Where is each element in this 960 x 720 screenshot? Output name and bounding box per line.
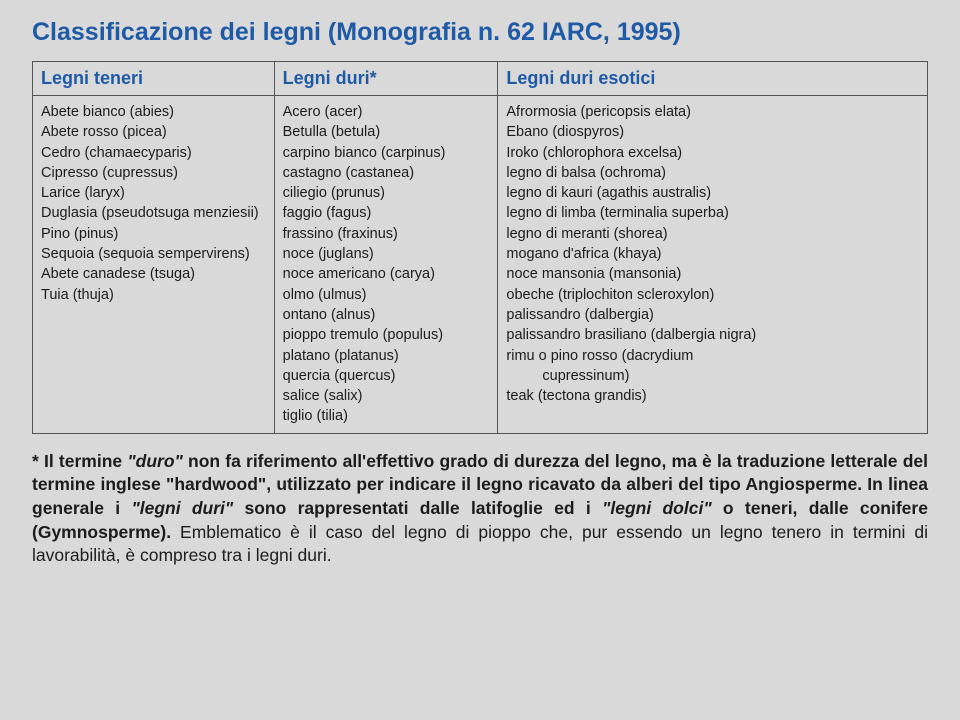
list-item: faggio (fagus): [283, 203, 490, 223]
list-item: legno di kauri (agathis australis): [506, 183, 919, 203]
list-item: Cipresso (cupressus): [41, 163, 266, 183]
list-item: legno di balsa (ochroma): [506, 163, 919, 183]
list-item: ontano (alnus): [283, 305, 490, 325]
list-item: Cedro (chamaecyparis): [41, 143, 266, 163]
footnote-text: * Il termine: [32, 451, 127, 471]
list-item: Afrormosia (pericopsis elata): [506, 102, 919, 122]
page-title: Classificazione dei legni (Monografia n.…: [32, 18, 928, 47]
cell-exotic-woods: Afrormosia (pericopsis elata)Ebano (dios…: [498, 96, 928, 434]
list-item: olmo (ulmus): [283, 285, 490, 305]
list-item: palissandro (dalbergia): [506, 305, 919, 325]
footnote-text: sono rappresentati dalle latifoglie ed i: [233, 498, 602, 518]
list-item: teak (tectona grandis): [506, 386, 919, 406]
list-item: ciliegio (prunus): [283, 183, 490, 203]
list-item: Larice (laryx): [41, 183, 266, 203]
list-item: Acero (acer): [283, 102, 490, 122]
cell-soft-woods: Abete bianco (abies)Abete rosso (picea)C…: [33, 96, 275, 434]
header-col1: Legni teneri: [33, 62, 275, 96]
list-item: rimu o pino rosso (dacrydium: [506, 346, 919, 366]
list-item: castagno (castanea): [283, 163, 490, 183]
list-item: palissandro brasiliano (dalbergia nigra): [506, 325, 919, 345]
list-item: noce americano (carya): [283, 264, 490, 284]
list-item: pioppo tremulo (populus): [283, 325, 490, 345]
list-item: Abete canadese (tsuga): [41, 264, 266, 284]
list-item: quercia (quercus): [283, 366, 490, 386]
list-item: Iroko (chlorophora excelsa): [506, 143, 919, 163]
list-item: tiglio (tilia): [283, 406, 490, 426]
footnote-text: "duro": [127, 451, 182, 471]
list-item: Sequoia (sequoia sempervirens): [41, 244, 266, 264]
list-item: Pino (pinus): [41, 224, 266, 244]
list-item: Betulla (betula): [283, 122, 490, 142]
footnote-text: "legni dolci": [602, 498, 712, 518]
footnote: * Il termine "duro" non fa riferimento a…: [32, 450, 928, 568]
list-item: Tuia (thuja): [41, 285, 266, 305]
cell-hard-woods: Acero (acer)Betulla (betula)carpino bian…: [274, 96, 498, 434]
header-col3: Legni duri esotici: [498, 62, 928, 96]
header-col2: Legni duri*: [274, 62, 498, 96]
classification-table: Legni teneri Legni duri* Legni duri esot…: [32, 61, 928, 434]
list-item: legno di meranti (shorea): [506, 224, 919, 244]
list-item: mogano d'africa (khaya): [506, 244, 919, 264]
list-item: Abete bianco (abies): [41, 102, 266, 122]
list-item: noce mansonia (mansonia): [506, 264, 919, 284]
list-item: salice (salix): [283, 386, 490, 406]
list-item: obeche (triplochiton scleroxylon): [506, 285, 919, 305]
list-item: frassino (fraxinus): [283, 224, 490, 244]
list-item: Abete rosso (picea): [41, 122, 266, 142]
list-item: noce (juglans): [283, 244, 490, 264]
table-header-row: Legni teneri Legni duri* Legni duri esot…: [33, 62, 928, 96]
table-row: Abete bianco (abies)Abete rosso (picea)C…: [33, 96, 928, 434]
list-item: platano (platanus): [283, 346, 490, 366]
list-item: legno di limba (terminalia superba): [506, 203, 919, 223]
footnote-text: "legni duri": [131, 498, 233, 518]
list-item: carpino bianco (carpinus): [283, 143, 490, 163]
list-item: Ebano (diospyros): [506, 122, 919, 142]
list-item: cupressinum): [506, 366, 919, 386]
list-item: Duglasia (pseudotsuga menziesii): [41, 203, 266, 223]
